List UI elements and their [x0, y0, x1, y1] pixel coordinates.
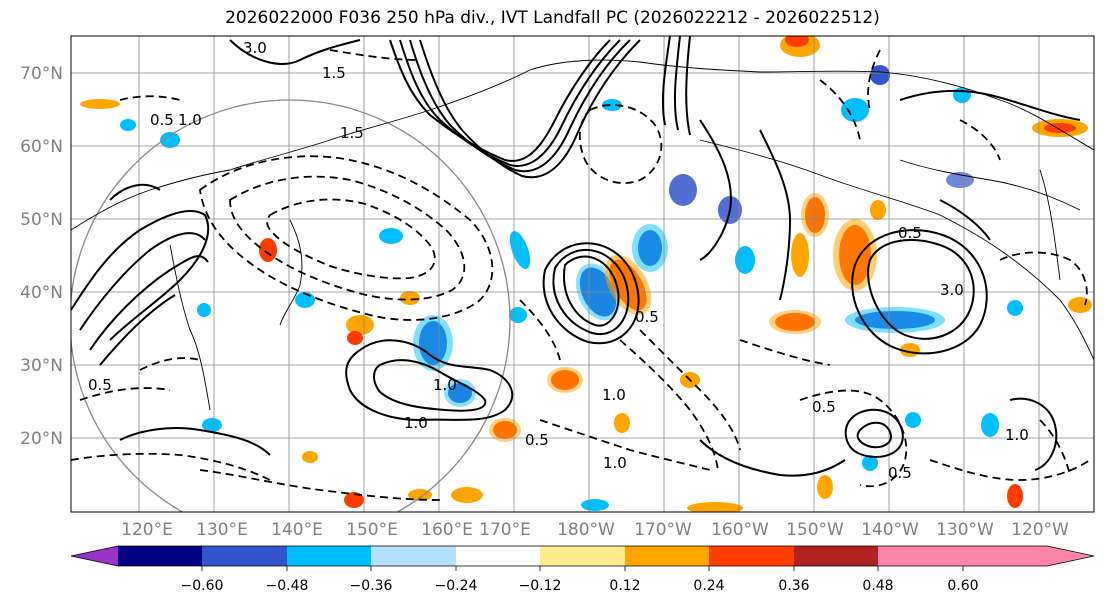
map-content: 3.0 1.5 0.5 1.0 0.5 1.0 1.5 1.0 0.5 1.0 … — [71, 36, 1094, 512]
colorbar-tick-label: −0.24 — [435, 578, 478, 594]
colorbar-segment — [878, 546, 963, 566]
shading-layer — [80, 36, 1092, 512]
lat-tick-label: 50°N — [20, 210, 63, 230]
colorbar-tick-label: 0.12 — [609, 578, 640, 594]
latitude-axis: 70°N 60°N 50°N 40°N 30°N 20°N — [20, 64, 63, 449]
colorbar-segment — [202, 546, 287, 566]
colorbar-tick-label: 0.36 — [778, 578, 809, 594]
colorbar-tick-label: 0.60 — [947, 578, 978, 594]
lon-tick-label: 140°E — [271, 520, 323, 540]
coastlines — [71, 59, 1094, 411]
map-frame — [70, 35, 1095, 513]
lat-tick-label: 60°N — [20, 137, 63, 157]
contour-label: 1.0 — [603, 454, 627, 472]
lon-tick-label: 120°W — [1011, 520, 1069, 540]
contour-layer — [71, 36, 1081, 477]
colorbar-segment — [709, 546, 794, 566]
contour-label: 1.0 — [433, 376, 457, 394]
contour-label: 1.5 — [340, 124, 364, 142]
contour-label: 3.0 — [940, 281, 964, 299]
lon-tick-label: 160°W — [711, 520, 769, 540]
colorbar-extend-low — [71, 546, 118, 566]
contour-label: 0.5 — [150, 111, 174, 129]
colorbar-tick-label: −0.36 — [350, 578, 393, 594]
lat-tick-label: 30°N — [20, 356, 63, 376]
contour-label: 0.5 — [635, 308, 659, 326]
colorbar-segment — [456, 546, 540, 566]
contour-label: 0.5 — [525, 431, 549, 449]
lat-tick-label: 40°N — [20, 283, 63, 303]
figure-title: 2026022000 F036 250 hPa div., IVT Landfa… — [225, 8, 880, 28]
contour-labels: 3.0 1.5 0.5 1.0 0.5 1.0 1.5 1.0 0.5 1.0 … — [88, 39, 1029, 482]
colorbar-segment — [118, 546, 202, 566]
contour-label: 1.5 — [322, 64, 346, 82]
range-circle — [71, 99, 511, 512]
contour-label: 0.5 — [812, 398, 836, 416]
lon-tick-label: 150°E — [346, 520, 398, 540]
colorbar-segment — [540, 546, 625, 566]
colorbar-tick-label: 0.48 — [862, 578, 893, 594]
lon-tick-label: 120°E — [121, 520, 173, 540]
lon-tick-label: 180°W — [557, 520, 615, 540]
lon-tick-label: 130°W — [936, 520, 994, 540]
colorbar-segment — [625, 546, 709, 566]
colorbar-tick-label: −0.60 — [181, 578, 224, 594]
contour-label: 1.0 — [404, 414, 428, 432]
contour-label: 0.5 — [898, 224, 922, 242]
longitude-axis: 120°E 130°E 140°E 150°E 160°E 170°E 180°… — [121, 520, 1069, 540]
lon-tick-label: 150°W — [786, 520, 844, 540]
colorbar-segment — [371, 546, 456, 566]
dashed-contours — [71, 49, 1091, 501]
lat-tick-label: 20°N — [20, 429, 63, 449]
colorbar-tick-label: 0.24 — [693, 578, 724, 594]
contour-label: 3.0 — [243, 39, 267, 57]
colorbar-segment — [287, 546, 371, 566]
contour-label: 0.5 — [888, 464, 912, 482]
lon-tick-label: 130°E — [196, 520, 248, 540]
lon-tick-label: 170°W — [634, 520, 692, 540]
contour-label: 1.0 — [602, 386, 626, 404]
contour-label: 0.5 — [88, 376, 112, 394]
lon-tick-label: 160°E — [421, 520, 473, 540]
colorbar-tick-label: −0.12 — [519, 578, 562, 594]
lon-tick-label: 140°W — [861, 520, 919, 540]
lon-tick-label: 170°E — [479, 520, 531, 540]
colorbar-extend-high — [963, 546, 1094, 566]
colorbar-tick-label: −0.48 — [266, 578, 309, 594]
contour-label: 1.0 — [178, 111, 202, 129]
lat-tick-label: 70°N — [20, 64, 63, 84]
colorbar: −0.60 −0.48 −0.36 −0.24 −0.12 0.12 0.24 … — [70, 545, 1095, 594]
colorbar-segment — [794, 546, 878, 566]
contour-label: 1.0 — [1005, 426, 1029, 444]
